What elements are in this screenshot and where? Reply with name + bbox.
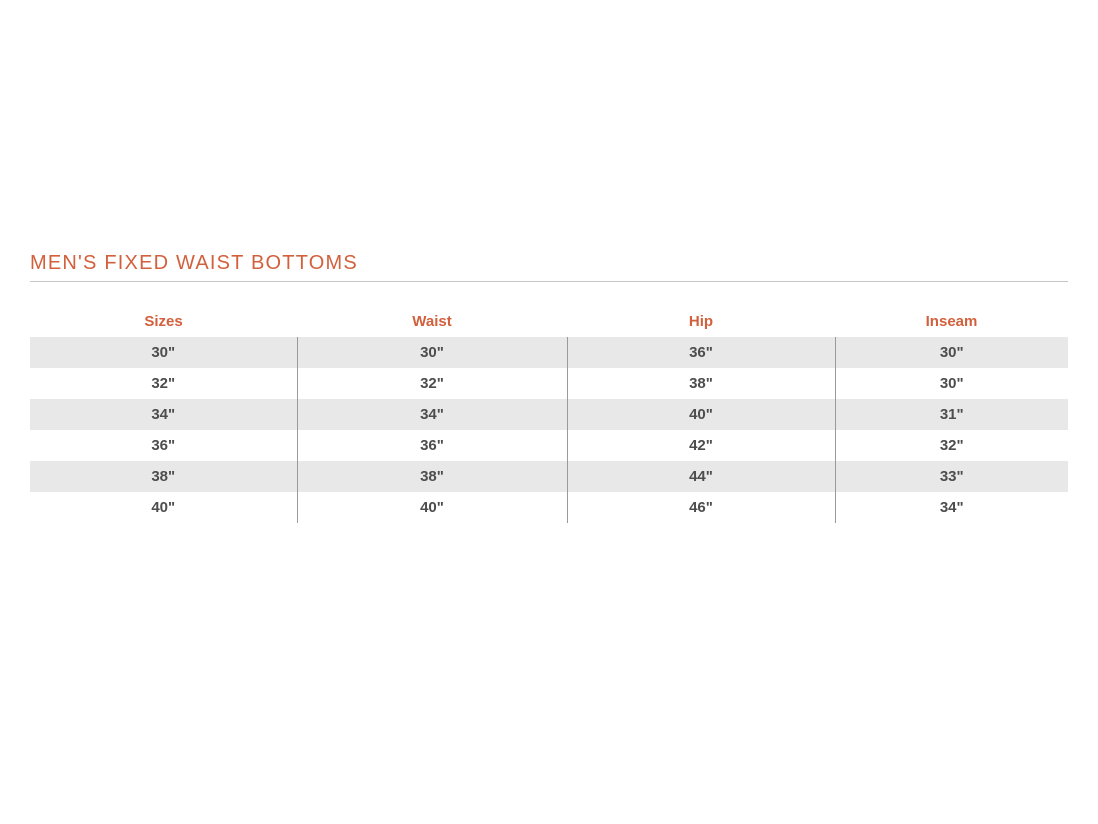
table-cell: 38": [297, 461, 568, 492]
table-cell: 40": [297, 492, 568, 523]
table-row: 36" 36" 42" 32": [30, 430, 1068, 461]
table-cell: 36": [30, 430, 298, 461]
page-title: MEN'S FIXED WAIST BOTTOMS: [30, 252, 358, 274]
column-header-hip: Hip: [688, 313, 714, 330]
table-body: 30" 30" 36" 30" 32" 32" 38" 30" 34" 34" 40" 31" 36" 3…: [30, 337, 1068, 523]
table-cell: 31": [939, 406, 964, 423]
table-cell: 30": [30, 337, 298, 368]
table-cell: 36": [567, 337, 836, 368]
table-cell: 34": [939, 499, 964, 516]
table-cell: 46": [567, 492, 836, 523]
table-row: 34" 34" 40" 31": [30, 399, 1068, 430]
table-row: 38" 38" 44" 33": [30, 461, 1068, 492]
table-row: 40" 40" 46" 34": [30, 492, 1068, 523]
column-header-sizes: Sizes: [144, 313, 183, 330]
table-cell: 38": [30, 461, 298, 492]
table-cell: 38": [567, 368, 836, 399]
table-row: 30" 30" 36" 30": [30, 337, 1068, 368]
table-cell: 32": [30, 368, 298, 399]
title-divider: [30, 281, 1068, 282]
table-cell: 44": [567, 461, 836, 492]
table-header-row: Sizes Waist Hip Inseam: [30, 306, 1068, 337]
table-cell: 32": [297, 368, 568, 399]
table-cell: 40": [567, 399, 836, 430]
table-cell: 30": [297, 337, 568, 368]
table-cell: 30": [939, 344, 964, 361]
table-head: Sizes Waist Hip Inseam: [30, 306, 1068, 337]
table-cell: 30": [939, 375, 964, 392]
table-cell: 34": [297, 399, 568, 430]
table-cell: 33": [939, 468, 964, 485]
size-chart-section: MEN'S FIXED WAIST BOTTOMS Sizes Waist Hip I…: [30, 0, 1068, 523]
table-cell: 36": [297, 430, 568, 461]
table-cell: 40": [30, 492, 298, 523]
table-cell: 32": [939, 437, 964, 454]
table-row: 32" 32" 38" 30": [30, 368, 1068, 399]
size-chart-table: Sizes Waist Hip Inseam 30" 30" 36" 30" 32" 32" 38…: [30, 306, 1068, 523]
column-header-inseam: Inseam: [925, 313, 978, 330]
table-cell: 42": [567, 430, 836, 461]
column-header-waist: Waist: [412, 313, 452, 330]
table-cell: 34": [30, 399, 298, 430]
